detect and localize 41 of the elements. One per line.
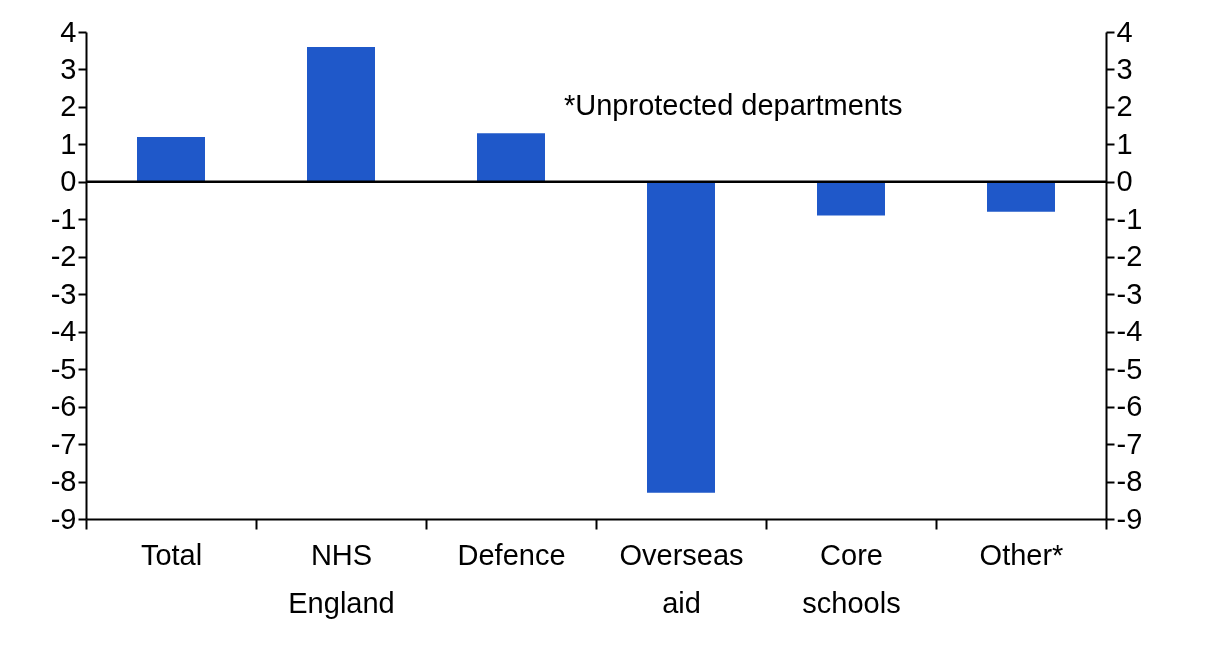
y2-tick-label: 4 [1116,15,1133,48]
y-tick-label: 1 [60,127,77,160]
y2-tick-label: 2 [1116,90,1133,123]
y-tick-label: -6 [50,390,77,423]
bar [987,181,1055,212]
y-tick-label: -3 [50,277,77,310]
bar [137,136,205,182]
y2-tick-label: -1 [1116,202,1143,235]
y2-tick-label: -9 [1116,502,1143,535]
y2-tick-label: 3 [1116,52,1133,85]
y2-tick-label: -2 [1116,240,1143,273]
y2-tick-label: -3 [1116,277,1143,310]
bar [817,181,885,216]
bar [477,133,545,182]
y2-tick-label: -7 [1116,427,1143,460]
y2-tick-label: 1 [1116,127,1133,160]
y-tick-label: 0 [60,165,77,198]
y-tick-label: 4 [60,15,77,48]
y2-tick-label: -5 [1116,352,1143,385]
y-tick-label: -1 [50,202,77,235]
x-tick-label: Core schools [802,538,901,619]
y-tick-label: -9 [50,502,77,535]
y-tick-label: 3 [60,52,77,85]
x-tick-label: NHS England [288,538,395,619]
y-tick-label: -4 [50,315,77,348]
y2-tick-label: -8 [1116,465,1143,498]
y2-tick-label: -6 [1116,390,1143,423]
y-tick-label: -5 [50,352,77,385]
x-tick-label: Other* [979,538,1064,571]
y2-tick-label: -4 [1116,315,1143,348]
y2-tick-label: 0 [1116,165,1133,198]
y-tick-label: -2 [50,240,77,273]
x-tick-label: Overseas aid [619,538,744,619]
x-tick-label: Defence [457,538,566,571]
bar [307,46,375,182]
x-tick-label: Total [140,538,203,571]
annotation: *Unprotected departments [564,89,903,121]
y-tick-label: -8 [50,465,77,498]
y-tick-label: -7 [50,427,77,460]
bar [647,181,715,493]
y-tick-label: 2 [60,90,77,123]
